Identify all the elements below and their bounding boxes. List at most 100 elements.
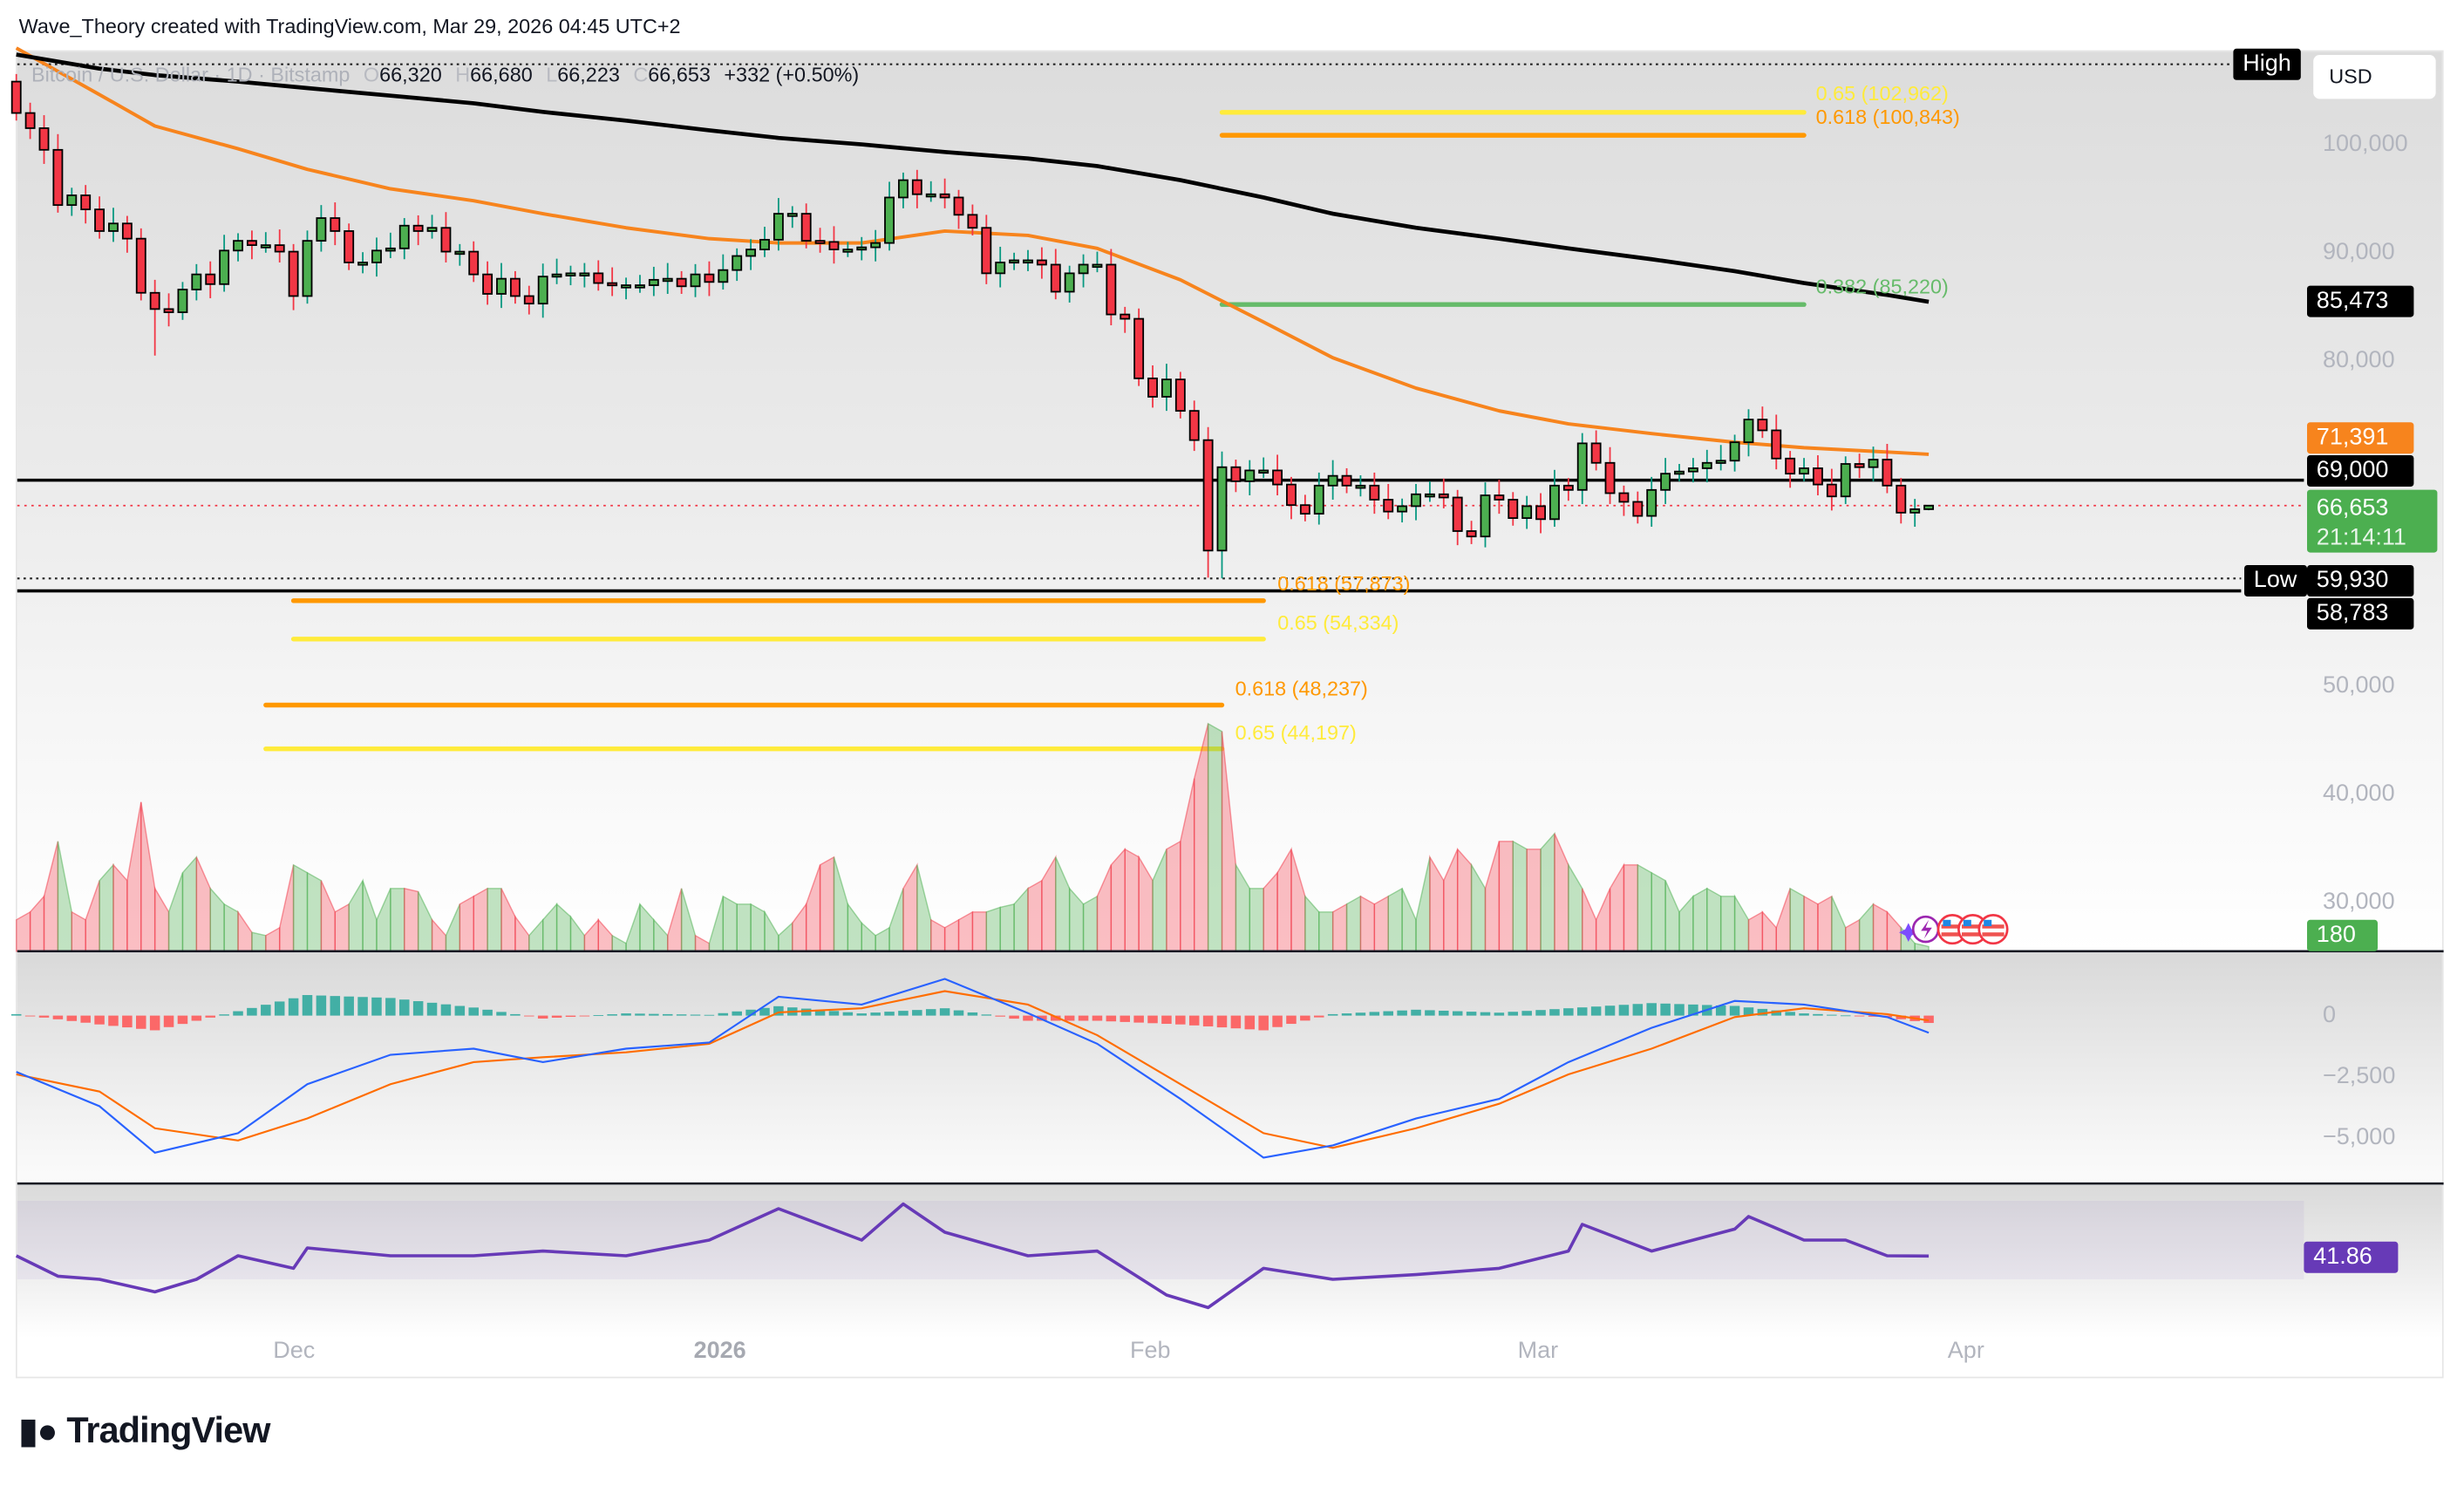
candle-body xyxy=(135,237,146,294)
candle-body xyxy=(814,240,826,244)
volume-area-segment xyxy=(1623,864,1639,952)
candle-body xyxy=(1687,467,1698,473)
ai-sparkle-icon xyxy=(1899,923,1918,942)
volume-area-segment xyxy=(71,910,86,952)
price-tick: 90,000 xyxy=(2323,238,2395,266)
macd-histogram-bar xyxy=(454,1005,466,1016)
volume-area-segment xyxy=(847,902,862,952)
macd-histogram-bar xyxy=(426,1002,438,1016)
macd-histogram-bar xyxy=(1188,1015,1200,1026)
volume-area-segment xyxy=(1484,841,1501,952)
candle-body xyxy=(440,227,452,253)
candle-body xyxy=(1660,473,1671,491)
low-value-badge: 59,930 xyxy=(2307,565,2414,596)
macd-histogram-bar xyxy=(1688,1004,1698,1016)
volume-area-segment xyxy=(1207,722,1223,952)
volume-area-segment xyxy=(888,888,904,952)
macd-histogram-bar xyxy=(1854,1015,1865,1017)
symbol-name[interactable]: Bitcoin / U.S. Dollar · 1D · Bitstamp xyxy=(31,63,351,86)
candle-body xyxy=(219,249,230,285)
candle-body xyxy=(773,213,784,241)
macd-histogram-bar xyxy=(1439,1010,1449,1016)
candle-body xyxy=(274,244,285,253)
macd-pane[interactable] xyxy=(17,952,2442,1184)
macd-histogram-bar xyxy=(288,998,299,1016)
candle-body xyxy=(1216,466,1228,552)
candle-body xyxy=(1369,484,1380,501)
change-value: +332 (+0.50%) xyxy=(724,63,860,86)
candle-body xyxy=(884,196,895,244)
macd-histogram-bar xyxy=(745,1009,756,1016)
volume-area-segment xyxy=(1041,855,1057,952)
low-value: 66,223 xyxy=(557,63,620,86)
volume-area-segment xyxy=(555,903,572,952)
macd-histogram-bar xyxy=(649,1013,659,1016)
volume-area-segment xyxy=(237,910,253,952)
macd-histogram-bar xyxy=(1106,1015,1117,1022)
candle-body xyxy=(732,255,743,271)
volume-area-segment xyxy=(694,934,711,952)
volume-area-segment xyxy=(1415,856,1431,952)
tradingview-logo[interactable]: ▮● TradingView xyxy=(19,1409,271,1452)
candle-body xyxy=(94,208,106,232)
volume-area-segment xyxy=(1068,886,1085,952)
volume-area-segment xyxy=(1678,894,1694,952)
candle-body xyxy=(233,240,243,252)
author-credit: Wave_Theory created with TradingView.com… xyxy=(18,14,681,38)
volume-area-segment xyxy=(1747,910,1764,952)
us-flag-event-icon xyxy=(1977,914,2009,945)
volume-area-segment xyxy=(653,917,669,952)
candle-body xyxy=(149,291,160,310)
macd-histogram-bar xyxy=(1327,1013,1338,1016)
macd-histogram-bar xyxy=(1272,1015,1283,1027)
macd-histogram-bar xyxy=(1258,1015,1269,1031)
volume-area-segment xyxy=(1789,887,1805,952)
volume-area-segment xyxy=(1263,870,1278,952)
volume-area-segment xyxy=(1387,887,1403,952)
volume-area-segment xyxy=(1664,880,1680,952)
macd-histogram-bar xyxy=(136,1015,146,1029)
macd-histogram-bar xyxy=(1216,1015,1228,1028)
tradingview-logo-text: TradingView xyxy=(66,1409,270,1451)
macd-histogram-bar xyxy=(1896,1015,1907,1019)
macd-histogram-bar xyxy=(412,1001,424,1016)
lightning-icon xyxy=(1921,919,1932,939)
candle-body xyxy=(38,127,50,151)
macd-histogram-bar xyxy=(398,999,410,1016)
open-label: O xyxy=(363,63,380,86)
fib-label: 0.618 (100,843) xyxy=(1815,105,1960,129)
macd-histogram-bar xyxy=(1771,1010,1782,1016)
candle-body xyxy=(1521,505,1533,519)
macd-histogram-bar xyxy=(759,1007,770,1016)
currency-button[interactable]: USD xyxy=(2313,55,2436,99)
macd-histogram-bar xyxy=(1161,1015,1172,1025)
candle-body xyxy=(1896,484,1907,514)
candle-body xyxy=(925,193,936,198)
bar-countdown: 21:14:11 xyxy=(2316,524,2406,551)
candle-body xyxy=(745,249,757,257)
macd-histogram-bar xyxy=(24,1015,36,1017)
candle-body xyxy=(1480,494,1491,538)
candle-body xyxy=(1327,474,1338,487)
macd-histogram-bar xyxy=(912,1010,922,1016)
macd-histogram-bar xyxy=(1009,1015,1019,1019)
volume-area-segment xyxy=(528,917,544,952)
volume-area-segment xyxy=(348,878,364,952)
price-tick: 80,000 xyxy=(2323,346,2395,374)
volume-area-segment xyxy=(306,871,323,952)
macd-histogram-bar xyxy=(191,1015,202,1021)
macd-histogram-bar xyxy=(1799,1013,1809,1016)
macd-histogram-bar xyxy=(1341,1013,1352,1016)
macd-histogram-bar xyxy=(1535,1010,1546,1016)
ma200-line xyxy=(16,52,1930,304)
volume-area-segment xyxy=(625,903,641,952)
macd-histogram-bar xyxy=(177,1015,188,1025)
macd-histogram-bar xyxy=(565,1015,576,1018)
macd-histogram-bar xyxy=(551,1015,562,1018)
volume-area-segment xyxy=(583,917,599,952)
macd-tick: 0 xyxy=(2323,1001,2337,1028)
us-flag-stripe xyxy=(1941,932,1964,937)
rsi-pane[interactable] xyxy=(17,1185,2442,1377)
volume-area-segment xyxy=(1554,833,1569,952)
